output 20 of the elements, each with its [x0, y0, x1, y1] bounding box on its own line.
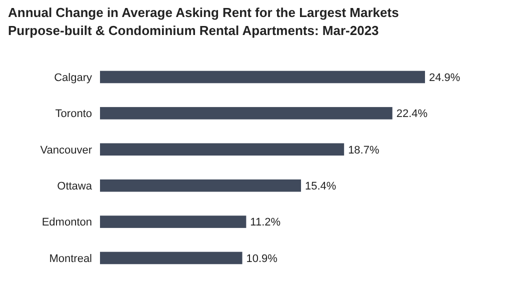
- data-label: 10.9%: [246, 252, 278, 265]
- bar: [100, 107, 392, 120]
- data-label: 18.7%: [348, 144, 380, 156]
- data-label: 11.2%: [250, 216, 281, 229]
- y-tick-label: Edmonton: [42, 216, 92, 229]
- y-tick-label: Calgary: [54, 72, 92, 84]
- y-tick-label: Ottawa: [57, 180, 93, 192]
- y-tick-label: Toronto: [55, 108, 92, 120]
- bar: [100, 252, 242, 264]
- data-label: 15.4%: [305, 180, 336, 192]
- data-label: 22.4%: [396, 108, 428, 120]
- bar: [100, 179, 302, 192]
- bar: [100, 143, 344, 156]
- bar: [100, 70, 425, 84]
- bar: [100, 216, 246, 228]
- chart-title: Annual Change in Average Asking Rent for the Largest Markets: [8, 5, 399, 20]
- y-tick-label: Montreal: [49, 252, 92, 265]
- chart-subtitle: Purpose-built & Condominium Rental Apartments: Mar-2023: [8, 23, 379, 38]
- data-label: 24.9%: [429, 72, 460, 84]
- y-tick-label: Vancouver: [40, 144, 92, 156]
